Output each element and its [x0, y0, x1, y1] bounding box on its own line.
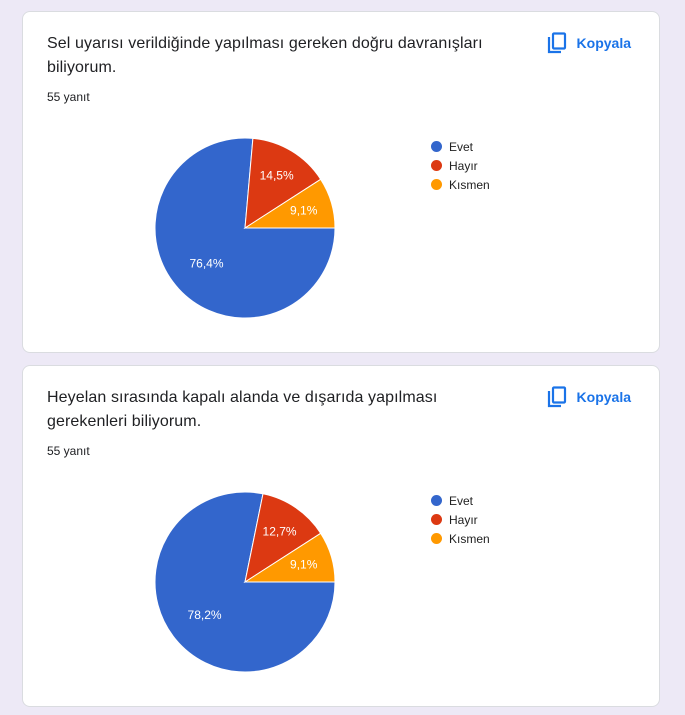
legend-label: Hayır — [449, 158, 478, 173]
legend-label: Kısmen — [449, 531, 490, 546]
response-count: 55 yanıt — [47, 90, 90, 104]
copy-button[interactable]: Kopyala — [547, 386, 631, 408]
question-title: Heyelan sırasında kapalı alanda ve dışar… — [47, 389, 438, 430]
slice-percentage-label: 14,5% — [260, 169, 294, 183]
legend-item-kismen[interactable]: Kısmen — [431, 175, 490, 194]
question-card-2: Heyelan sırasında kapalı alanda ve dışar… — [22, 365, 660, 707]
chart-legend: Evet Hayır Kısmen — [431, 491, 490, 548]
legend-label: Kısmen — [449, 177, 490, 192]
slice-percentage-label: 9,1% — [290, 204, 318, 218]
legend-item-hayir[interactable]: Hayır — [431, 510, 490, 529]
legend-label: Evet — [449, 139, 474, 154]
copy-icon — [547, 386, 567, 408]
pie-slice-hayır[interactable] — [244, 137, 322, 229]
chart-legend: Evet Hayır Kısmen — [431, 137, 490, 194]
slice-percentage-label: 76,4% — [189, 256, 223, 270]
legend-dot-icon — [431, 141, 442, 152]
copy-label: Kopyala — [576, 35, 631, 51]
copy-label: Kopyala — [576, 389, 631, 405]
pie-chart: 78,2% 12,7% 9,1% — [154, 491, 336, 673]
legend-item-evet[interactable]: Evet — [431, 137, 490, 156]
slice-percentage-label: 12,7% — [263, 524, 297, 538]
legend-dot-icon — [431, 514, 442, 525]
pie-slice-kısmen[interactable] — [243, 178, 336, 229]
pie-slice-hayır[interactable] — [244, 493, 322, 584]
legend-label: Evet — [449, 493, 474, 508]
legend-dot-icon — [431, 495, 442, 506]
copy-icon — [547, 32, 567, 54]
question-title: Sel uyarısı verildiğinde yapılması gerek… — [47, 35, 483, 76]
copy-button[interactable]: Kopyala — [547, 32, 631, 54]
legend-item-evet[interactable]: Evet — [431, 491, 490, 510]
legend-dot-icon — [431, 179, 442, 190]
slice-percentage-label: 9,1% — [290, 558, 318, 572]
pie-slice-kısmen[interactable] — [243, 532, 336, 583]
legend-item-kismen[interactable]: Kısmen — [431, 529, 490, 548]
question-card-1: Sel uyarısı verildiğinde yapılması gerek… — [22, 11, 660, 353]
pie-chart: 76,4% 14,5% 9,1% — [154, 137, 336, 319]
response-count: 55 yanıt — [47, 444, 90, 458]
slice-percentage-label: 78,2% — [188, 608, 222, 622]
legend-label: Hayır — [449, 512, 478, 527]
legend-item-hayir[interactable]: Hayır — [431, 156, 490, 175]
legend-dot-icon — [431, 160, 442, 171]
legend-dot-icon — [431, 533, 442, 544]
